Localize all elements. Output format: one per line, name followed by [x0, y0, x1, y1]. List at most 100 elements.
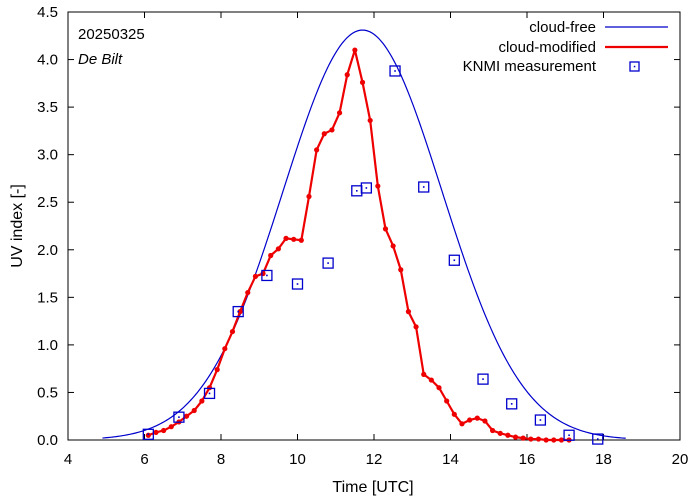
- cloud-modified-point: [558, 437, 565, 443]
- cloud-modified-point: [336, 110, 343, 116]
- cloud-modified-point: [382, 226, 389, 232]
- y-tick-label: 0.5: [37, 384, 58, 401]
- knmi-measurement-point: [592, 433, 604, 445]
- cloud-modified-point: [390, 243, 396, 249]
- legend-label-cloud-free: cloud-free: [529, 19, 596, 36]
- knmi-measurement-point: [360, 182, 373, 194]
- cloud-modified-point: [459, 421, 465, 427]
- cloud-modified-point: [252, 273, 259, 280]
- x-tick-label: 20: [672, 451, 689, 468]
- knmi-measurement-dot: [422, 186, 425, 188]
- cloud-modified-point: [482, 418, 488, 424]
- knmi-measurement-dot: [327, 262, 329, 264]
- series-layer: [102, 29, 626, 445]
- legend: cloud-free cloud-modified KNMI measureme…: [463, 19, 668, 75]
- cloud-modified-point: [161, 427, 167, 434]
- y-tick-label: 3.0: [37, 147, 58, 164]
- y-tick-label: 1.5: [37, 289, 58, 306]
- cloud-modified-point: [352, 47, 358, 53]
- x-tick-label: 4: [64, 451, 72, 468]
- y-tick-label: 2.5: [37, 194, 58, 211]
- cloud-modified-point: [413, 324, 419, 330]
- station-annotation: De Bilt: [78, 51, 123, 68]
- knmi-measurement-dot: [596, 438, 599, 440]
- x-tick-label: 18: [595, 451, 612, 468]
- x-tick-label: 8: [217, 451, 225, 468]
- cloud-modified-point: [245, 289, 251, 296]
- knmi-measurement-dot: [178, 416, 180, 418]
- cloud-modified-point: [206, 385, 213, 391]
- cloud-modified-point: [321, 131, 327, 137]
- cloud-modified-point: [551, 437, 557, 443]
- knmi-measurement-dot: [147, 433, 150, 436]
- cloud-modified-point: [229, 328, 236, 335]
- knmi-measurement-point: [448, 254, 460, 266]
- knmi-measurement-dot: [568, 434, 570, 437]
- y-tick-label: 1.0: [37, 337, 58, 354]
- knmi-measurement-dot: [208, 392, 211, 395]
- x-tick-label: 14: [442, 451, 459, 468]
- cloud-modified-point: [405, 309, 412, 315]
- legend-swatch-knmi-dot: [633, 65, 636, 68]
- cloud-modified-point: [444, 398, 450, 404]
- knmi-measurement-point: [418, 181, 430, 193]
- cloud-modified-point: [505, 432, 511, 438]
- knmi-measurement-point: [506, 398, 518, 410]
- knmi-measurement-dot: [510, 403, 513, 405]
- knmi-measurement-point: [232, 305, 244, 318]
- x-tick-label: 10: [289, 451, 306, 468]
- x-tick-label: 16: [519, 451, 536, 468]
- axis-ticks: 4 6 8 10 12 14 16 18 20 0.0 0.5 1.0 1.5 2.0 2.5 3.0 3.5 4…: [37, 4, 688, 468]
- knmi-measurement-point: [322, 257, 334, 269]
- cloud-modified-point: [168, 424, 174, 430]
- cloud-modified-point: [214, 367, 220, 373]
- knmi-measurement-point: [477, 373, 489, 385]
- knmi-measurement-point: [142, 428, 154, 440]
- knmi-measurement-dot: [237, 310, 240, 313]
- cloud-modified-point: [344, 72, 350, 78]
- cloud-modified-point: [275, 246, 281, 252]
- cloud-modified-point: [474, 415, 480, 421]
- knmi-measurement-dot: [453, 259, 456, 262]
- y-tick-label: 0.0: [37, 432, 58, 449]
- plot-frame: [67, 11, 681, 441]
- knmi-measurement-dot: [266, 274, 268, 277]
- cloud-modified-point: [298, 237, 304, 243]
- cloud-modified-point: [528, 436, 534, 442]
- cloud-modified-point: [222, 346, 228, 352]
- knmi-measurement-point: [203, 387, 216, 400]
- x-tick-label: 12: [366, 451, 383, 468]
- knmi-measurement-point: [534, 414, 547, 426]
- knmi-measurement-dot: [296, 283, 299, 285]
- knmi-measurement-dot: [394, 70, 396, 72]
- knmi-measurement-point: [389, 65, 401, 77]
- cloud-modified-point: [191, 407, 197, 414]
- series-line-cloud-modified: [147, 48, 570, 442]
- cloud-modified-point: [497, 430, 503, 436]
- legend-label-cloud-modified: cloud-modified: [498, 39, 596, 56]
- knmi-measurement-point: [563, 429, 575, 441]
- cloud-modified-point: [329, 127, 335, 133]
- cloud-modified-point: [237, 309, 243, 315]
- knmi-measurement-dot: [539, 419, 542, 421]
- cloud-modified-point: [421, 371, 427, 377]
- cloud-modified-point: [512, 434, 519, 440]
- y-tick-label: 4.0: [37, 52, 58, 69]
- knmi-measurement-dot: [482, 378, 484, 380]
- cloud-modified-point: [467, 417, 473, 423]
- cloud-modified-point: [535, 436, 542, 442]
- cloud-modified-point: [199, 398, 205, 404]
- cloud-modified-point: [145, 432, 151, 438]
- y-tick-label: 4.5: [37, 4, 58, 21]
- cloud-modified-point: [398, 267, 404, 273]
- cloud-modified-point: [153, 429, 159, 435]
- x-axis-label: Time [UTC]: [332, 479, 413, 496]
- y-tick-label: 2.0: [37, 242, 58, 259]
- cloud-modified-point: [183, 413, 190, 419]
- y-tick-label: 3.5: [37, 99, 58, 116]
- knmi-measurement-point: [261, 269, 273, 282]
- cloud-modified-point: [314, 147, 320, 153]
- cloud-modified-point: [489, 427, 496, 434]
- legend-swatch-knmi-measurement: [629, 61, 640, 72]
